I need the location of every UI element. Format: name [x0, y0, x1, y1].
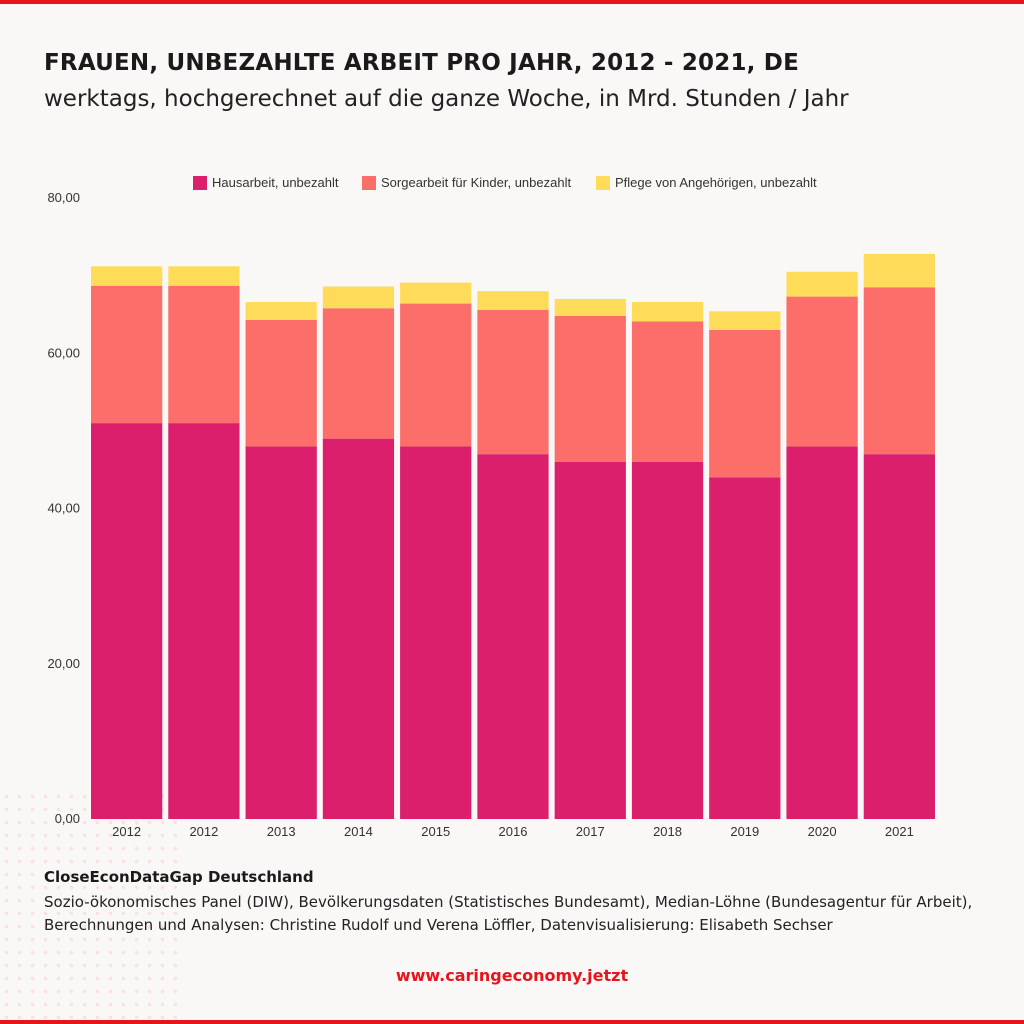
x-axis: 2012 2012 2013 2014 2015 2016 2017 2018 2019 2020… — [112, 824, 914, 839]
x-tick-label: 2017 — [576, 824, 605, 839]
x-tick-label: 2012 — [189, 824, 218, 839]
source-text: Sozio-ökonomisches Panel (DIW), Bevölker… — [44, 893, 973, 934]
x-tick-label: 2015 — [421, 824, 450, 839]
legend-swatch — [596, 176, 610, 190]
x-tick-label: 2019 — [730, 824, 759, 839]
bar-segment-pflege-9 — [786, 271, 858, 297]
source-title: CloseEconDataGap Deutschland — [44, 868, 314, 886]
dot-pattern-decoration — [0, 790, 180, 1020]
bar-segment-hausarbeit-10 — [863, 454, 935, 819]
bar-segment-hausarbeit-2 — [245, 446, 317, 819]
bar-segment-sorgearbeit-2 — [245, 319, 317, 447]
x-tick-label: 2018 — [653, 824, 682, 839]
bar-segment-sorgearbeit-5 — [477, 309, 549, 455]
bar-segment-pflege-3 — [322, 286, 395, 309]
bar-segment-sorgearbeit-6 — [554, 315, 626, 462]
x-tick-label: 2012 — [112, 824, 141, 839]
y-tick-label: 60,00 — [47, 345, 80, 360]
bar-segment-pflege-6 — [554, 298, 626, 316]
bar-segment-hausarbeit-4 — [400, 446, 472, 819]
bar-segment-hausarbeit-6 — [554, 461, 626, 819]
bar-segment-sorgearbeit-3 — [322, 308, 395, 439]
y-tick-label: 20,00 — [47, 656, 80, 671]
x-tick-label: 2020 — [808, 824, 837, 839]
bar-segment-pflege-8 — [709, 311, 781, 330]
bar-segment-sorgearbeit-0 — [91, 285, 163, 424]
bars-group — [91, 253, 935, 819]
legend-swatch — [362, 176, 376, 190]
bar-segment-sorgearbeit-1 — [168, 285, 240, 424]
bar-segment-hausarbeit-3 — [322, 438, 395, 819]
legend-swatch — [193, 176, 207, 190]
bar-segment-hausarbeit-7 — [631, 461, 704, 819]
y-tick-label: 40,00 — [47, 501, 80, 516]
bar-segment-hausarbeit-8 — [709, 477, 781, 819]
legend-label: Sorgearbeit für Kinder, unbezahlt — [381, 175, 571, 190]
bar-segment-pflege-5 — [477, 291, 549, 310]
website-link[interactable]: www.caringeconomy.jetzt — [395, 966, 629, 985]
bar-segment-hausarbeit-1 — [168, 423, 240, 819]
x-tick-label: 2016 — [499, 824, 528, 839]
bar-segment-sorgearbeit-4 — [400, 303, 472, 447]
bar-segment-pflege-1 — [168, 266, 240, 286]
bottom-border — [0, 1020, 1024, 1024]
bar-segment-pflege-7 — [631, 302, 704, 322]
legend-label: Hausarbeit, unbezahlt — [212, 175, 339, 190]
top-border — [0, 0, 1024, 4]
legend-item: Pflege von Angehörigen, unbezahlt — [596, 175, 817, 190]
legend-label: Pflege von Angehörigen, unbezahlt — [615, 175, 817, 190]
legend-item: Sorgearbeit für Kinder, unbezahlt — [362, 175, 571, 190]
bar-segment-sorgearbeit-10 — [863, 287, 935, 455]
chart-subtitle: werktags, hochgerechnet auf die ganze Wo… — [44, 86, 849, 112]
bar-segment-hausarbeit-5 — [477, 454, 549, 819]
y-tick-label: 0,00 — [55, 811, 80, 826]
y-axis: 0,00 20,00 40,00 60,00 80,00 — [47, 190, 80, 826]
bar-segment-pflege-0 — [91, 266, 163, 286]
bar-segment-pflege-2 — [245, 302, 317, 320]
bar-segment-sorgearbeit-9 — [786, 296, 858, 447]
legend-item: Hausarbeit, unbezahlt — [193, 175, 339, 190]
bar-segment-pflege-10 — [863, 253, 935, 288]
x-tick-label: 2013 — [267, 824, 296, 839]
bar-segment-hausarbeit-0 — [91, 423, 163, 819]
x-tick-label: 2014 — [344, 824, 373, 839]
chart-legend: Hausarbeit, unbezahlt Sorgearbeit für Kin… — [193, 175, 817, 190]
bar-segment-hausarbeit-9 — [786, 446, 858, 819]
bar-segment-pflege-4 — [400, 282, 472, 304]
x-tick-label: 2021 — [885, 824, 914, 839]
y-tick-label: 80,00 — [47, 190, 80, 205]
stacked-bar-chart: Hausarbeit, unbezahlt Sorgearbeit für Kin… — [47, 175, 935, 839]
chart-title: FRAUEN, UNBEZAHLTE ARBEIT PRO JAHR, 2012… — [44, 50, 800, 76]
bar-segment-sorgearbeit-7 — [631, 321, 704, 462]
bar-segment-sorgearbeit-8 — [709, 329, 781, 478]
